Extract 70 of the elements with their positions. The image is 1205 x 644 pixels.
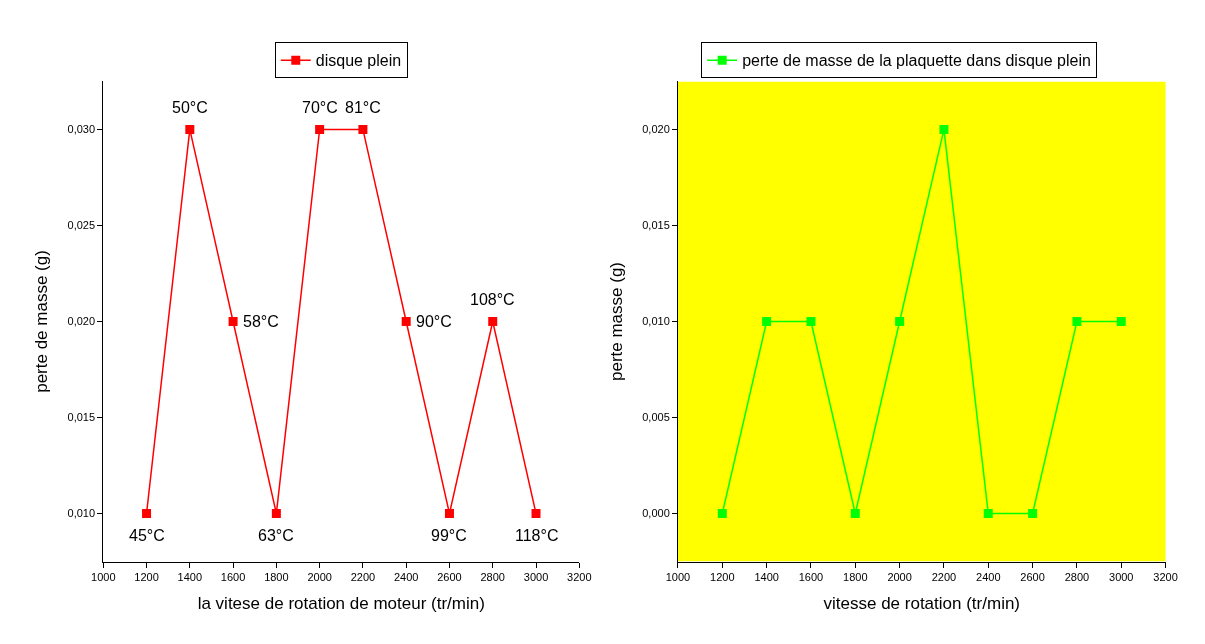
point: [1116, 316, 1126, 326]
x-tick-label: 3200: [567, 570, 592, 583]
legend-label: disque plein: [315, 52, 402, 70]
y-axis-title: perte de masse (g): [32, 250, 52, 393]
x-tick-label: 1400: [177, 570, 203, 583]
point: [717, 509, 727, 519]
y-tick-label: 0,025: [67, 219, 96, 232]
y-axis-title: perte masse (g): [606, 261, 626, 381]
x-tick-label: 2000: [307, 570, 332, 583]
annotation: 58°C: [243, 313, 279, 330]
point: [806, 316, 816, 326]
annotation: 108°C: [470, 291, 515, 308]
point: [444, 509, 454, 519]
x-tick-label: 2400: [976, 570, 1001, 583]
annotation: 45°C: [129, 527, 165, 544]
x-tick-label: 1600: [220, 570, 246, 583]
y-tick-label: 0,030: [67, 123, 96, 136]
point: [850, 509, 860, 519]
y-tick-label: 0,005: [642, 411, 670, 424]
point: [895, 316, 905, 326]
x-tick-label: 3000: [1109, 570, 1134, 583]
x-tick-label: 2400: [393, 570, 419, 583]
x-tick-label: 1800: [843, 570, 868, 583]
point: [142, 509, 152, 519]
x-tick-label: 1000: [665, 570, 691, 583]
x-tick-label: 3200: [1153, 570, 1178, 583]
x-tick-label: 3000: [523, 570, 549, 583]
legend-label: perte de masse de la plaquette dans disque plein: [742, 52, 1091, 70]
point: [983, 509, 993, 519]
x-tick-label: 2800: [1064, 570, 1090, 583]
x-axis-title: la vitese de rotation de moteur (tr/min): [197, 594, 485, 614]
point: [1028, 509, 1038, 519]
annotation: 99°C: [431, 527, 467, 544]
y-tick-label: 0,020: [642, 123, 670, 136]
annotation: 81°C: [345, 99, 381, 116]
x-tick-label: 1200: [134, 570, 159, 583]
x-tick-label: 1000: [91, 570, 116, 583]
x-tick-label: 2200: [931, 570, 957, 583]
point: [271, 509, 281, 519]
point: [531, 509, 541, 519]
y-tick-label: 0,010: [67, 507, 96, 520]
point: [762, 316, 772, 326]
x-tick-label: 1200: [710, 570, 735, 583]
point: [939, 124, 949, 134]
y-tick-label: 0,000: [642, 507, 670, 520]
point: [401, 316, 411, 326]
annotation: 118°C: [515, 527, 559, 544]
point: [1072, 316, 1082, 326]
annotation: 63°C: [258, 527, 294, 544]
x-tick-label: 2600: [1020, 570, 1045, 583]
point: [315, 124, 325, 134]
x-tick-label: 1400: [754, 570, 779, 583]
x-tick-label: 1600: [798, 570, 824, 583]
point: [185, 124, 195, 134]
x-tick-label: 2000: [887, 570, 912, 583]
annotation: 70°C: [302, 99, 338, 116]
y-tick-label: 0,015: [67, 411, 96, 424]
y-tick-label: 0,015: [642, 219, 670, 232]
x-tick-label: 2200: [350, 570, 376, 583]
y-tick-label: 0,010: [642, 315, 670, 328]
x-axis-title: vitesse de rotation (tr/min): [823, 594, 1021, 614]
annotation: 50°C: [172, 99, 208, 116]
x-tick-label: 2800: [480, 570, 505, 583]
point: [228, 316, 238, 326]
x-tick-label: 1800: [264, 570, 289, 583]
x-tick-label: 2600: [437, 570, 462, 583]
annotation: 90°C: [416, 313, 452, 330]
y-tick-label: 0,020: [67, 315, 96, 328]
point: [488, 316, 498, 326]
point: [358, 124, 368, 134]
